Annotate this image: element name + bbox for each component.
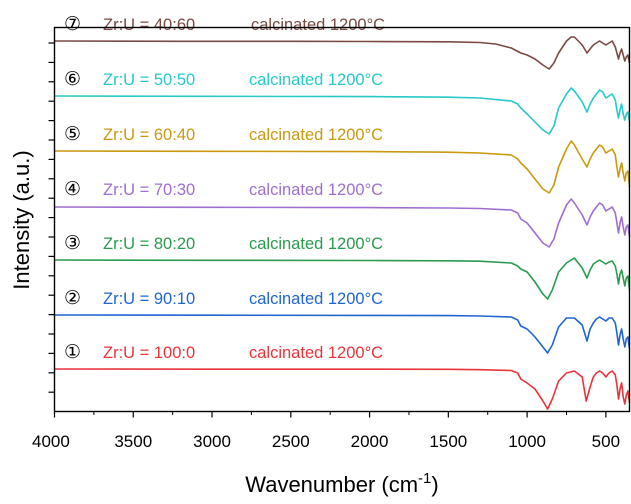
series-number-marker: ② [64, 287, 81, 309]
y-ticks [48, 42, 55, 393]
x-tick-label: 2500 [272, 432, 310, 451]
series-name-label: Zr:U = 60:40 [103, 126, 195, 144]
series-note-label: calcinated 1200°C [249, 126, 383, 144]
plot-frame [53, 26, 631, 413]
series-name-label: Zr:U = 50:50 [103, 71, 195, 89]
series-note-label: calcinated 1200°C [249, 235, 383, 253]
series-labels-group: ① Zr:U = 100:0 calcinated 1200°C ② Zr:U = 90… [64, 13, 385, 363]
series-number-marker: ① [64, 341, 81, 363]
x-tick-label: 500 [592, 432, 620, 451]
x-tick-label: 2000 [351, 432, 389, 451]
series-name-label: Zr:U = 70:30 [103, 181, 195, 199]
series-number-marker: ⑤ [64, 123, 81, 145]
series-name-label: Zr:U = 40:60 [103, 16, 195, 34]
series-note-label: calcinated 1200°C [249, 181, 383, 199]
series-note-label: calcinated 1200°C [251, 16, 385, 34]
series-note-label: calcinated 1200°C [249, 71, 383, 89]
spectrum-line [54, 36, 631, 70]
spectrum-line [54, 314, 631, 354]
x-tick-label: 1500 [429, 432, 467, 451]
series-number-marker: ③ [64, 232, 81, 254]
spectrum-line [54, 257, 631, 300]
series-number-marker: ⑥ [64, 68, 81, 90]
series-name-label: Zr:U = 80:20 [103, 235, 195, 253]
spectrum-line [54, 368, 631, 410]
spectrum-line [54, 140, 631, 194]
x-tick-label: 3500 [114, 432, 152, 451]
series-number-marker: ④ [64, 178, 81, 200]
x-tick-label: 1000 [508, 432, 546, 451]
x-ticks: 4000 3500 3000 2500 2000 1500 1000 500 [32, 411, 620, 451]
series-name-label: Zr:U = 90:10 [103, 290, 195, 308]
x-axis-title: Wavenumber (cm-1) [245, 470, 438, 497]
series-number-marker: ⑦ [64, 13, 81, 35]
spectrum-line [54, 87, 631, 135]
x-tick-label: 4000 [32, 432, 70, 451]
series-name-label: Zr:U = 100:0 [103, 344, 195, 362]
spectra-group [54, 36, 631, 410]
series-note-label: calcinated 1200°C [249, 290, 383, 308]
x-tick-label: 3000 [193, 432, 231, 451]
series-note-label: calcinated 1200°C [249, 344, 383, 362]
spectrum-line [54, 198, 631, 248]
axes-group: 4000 3500 3000 2500 2000 1500 1000 500 [32, 26, 631, 451]
y-axis-title: Intensity (a.u.) [9, 150, 34, 289]
